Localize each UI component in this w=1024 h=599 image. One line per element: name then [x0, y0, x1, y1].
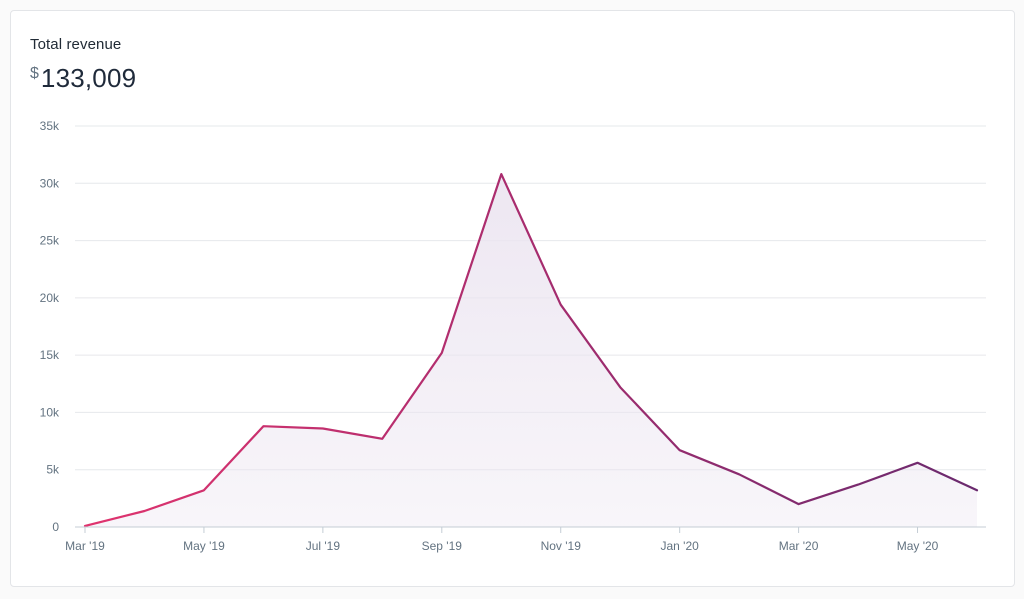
currency-symbol: $: [30, 65, 39, 82]
data-point-10[interactable]: [676, 446, 684, 454]
total-amount: 133,009: [40, 63, 137, 93]
data-point-9[interactable]: [616, 383, 624, 391]
x-tick-label: Nov '19: [541, 539, 582, 553]
y-tick-label: 0: [52, 520, 59, 534]
y-tick-label: 35k: [40, 119, 60, 133]
y-tick-label: 5k: [46, 463, 60, 477]
data-point-13[interactable]: [854, 481, 862, 489]
y-tick-label: 25k: [40, 234, 60, 248]
x-tick-label: May '19: [183, 539, 225, 553]
y-tick-label: 15k: [40, 348, 60, 362]
data-point-0[interactable]: [81, 522, 89, 530]
area-fill: [85, 174, 977, 527]
data-point-2[interactable]: [200, 486, 208, 494]
total-revenue: $ 133,009: [30, 63, 136, 94]
x-tick-label: Mar '19: [65, 539, 105, 553]
y-tick-label: 20k: [40, 291, 60, 305]
data-point-15[interactable]: [973, 486, 981, 494]
x-tick-label: May '20: [897, 539, 939, 553]
data-point-3[interactable]: [259, 422, 267, 430]
x-tick-label: Mar '20: [779, 539, 819, 553]
data-point-7[interactable]: [497, 170, 505, 178]
x-tick-label: Sep '19: [422, 539, 463, 553]
data-point-6[interactable]: [438, 349, 446, 357]
y-tick-label: 10k: [40, 405, 60, 419]
y-tick-label: 30k: [40, 176, 60, 190]
x-tick-label: Jan '20: [661, 539, 700, 553]
revenue-line: [83, 173, 979, 527]
data-point-12[interactable]: [795, 500, 803, 508]
x-tick-label: Jul '19: [306, 539, 341, 553]
revenue-area: [85, 174, 977, 527]
data-point-11[interactable]: [735, 470, 743, 478]
axes: 0 5k 10k 15k 20k 25k 30k 35k Mar '19 May '19 Jul '…: [40, 119, 986, 553]
data-point-1[interactable]: [140, 507, 148, 515]
data-point-5[interactable]: [378, 435, 386, 443]
data-point-8[interactable]: [557, 301, 565, 309]
chart-title: Total revenue: [30, 36, 122, 53]
data-point-14[interactable]: [914, 459, 922, 467]
data-point-4[interactable]: [319, 424, 327, 432]
series-line: [83, 173, 979, 527]
